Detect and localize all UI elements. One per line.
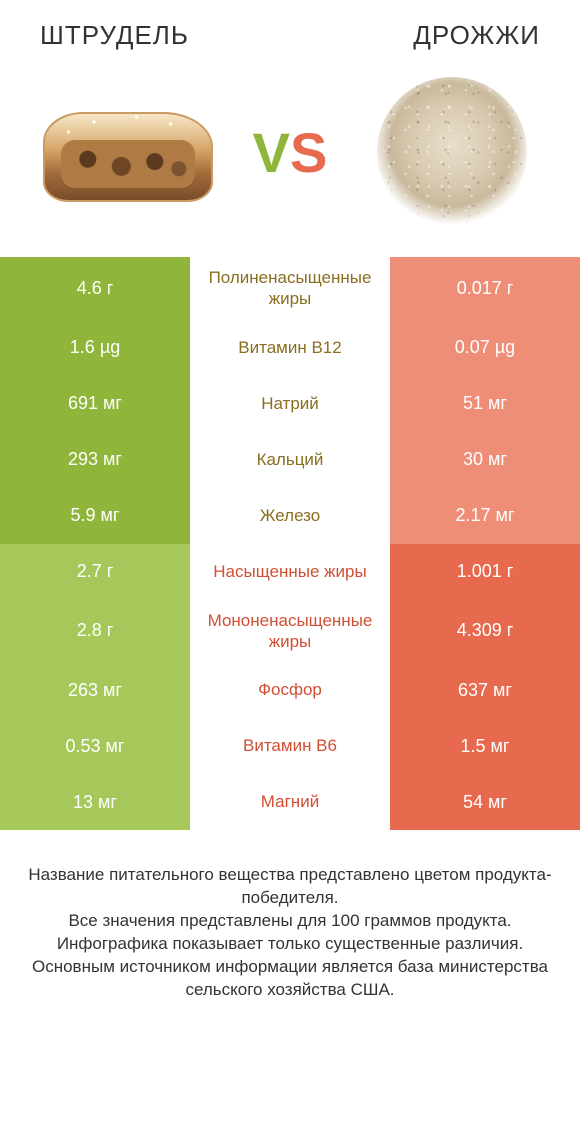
value-right: 637 мг: [390, 662, 580, 718]
value-right: 54 мг: [390, 774, 580, 830]
value-left: 13 мг: [0, 774, 190, 830]
nutrient-label: Натрий: [190, 376, 390, 432]
images-row: VS: [0, 67, 580, 257]
value-left: 4.6 г: [0, 257, 190, 320]
value-right: 0.017 г: [390, 257, 580, 320]
value-right: 30 мг: [390, 432, 580, 488]
value-left: 2.7 г: [0, 544, 190, 600]
nutrient-label: Полиненасыщенные жиры: [190, 257, 390, 320]
value-right: 2.17 мг: [390, 488, 580, 544]
table-row: 263 мгФосфор637 мг: [0, 662, 580, 718]
value-left: 263 мг: [0, 662, 190, 718]
value-left: 2.8 г: [0, 600, 190, 663]
value-left: 293 мг: [0, 432, 190, 488]
vs-v: V: [253, 121, 290, 184]
value-right: 1.001 г: [390, 544, 580, 600]
footer-note: Название питательного вещества представл…: [0, 830, 580, 1002]
nutrient-label: Железо: [190, 488, 390, 544]
table-row: 4.6 гПолиненасыщенные жиры0.017 г: [0, 257, 580, 320]
nutrient-label: Витамин B6: [190, 718, 390, 774]
table-row: 2.8 гМононенасыщенные жиры4.309 г: [0, 600, 580, 663]
yeast-image: [362, 72, 542, 232]
nutrient-label: Насыщенные жиры: [190, 544, 390, 600]
footer-line: Все значения представлены для 100 граммо…: [26, 910, 554, 933]
footer-line: Инфографика показывает только существенн…: [26, 933, 554, 956]
value-right: 51 мг: [390, 376, 580, 432]
table-row: 5.9 мгЖелезо2.17 мг: [0, 488, 580, 544]
table-row: 2.7 гНасыщенные жиры1.001 г: [0, 544, 580, 600]
value-right: 0.07 µg: [390, 320, 580, 376]
comparison-table: 4.6 гПолиненасыщенные жиры0.017 г1.6 µgВ…: [0, 257, 580, 830]
vs-label: VS: [253, 120, 328, 185]
title-left: ШТРУДЕЛЬ: [40, 20, 189, 51]
table-row: 1.6 µgВитамин B120.07 µg: [0, 320, 580, 376]
nutrient-label: Витамин B12: [190, 320, 390, 376]
strudel-image: [38, 72, 218, 232]
value-left: 5.9 мг: [0, 488, 190, 544]
title-right: ДРОЖЖИ: [413, 20, 540, 51]
table-row: 691 мгНатрий51 мг: [0, 376, 580, 432]
table-row: 13 мгМагний54 мг: [0, 774, 580, 830]
nutrient-label: Фосфор: [190, 662, 390, 718]
value-right: 1.5 мг: [390, 718, 580, 774]
nutrient-label: Магний: [190, 774, 390, 830]
value-left: 0.53 мг: [0, 718, 190, 774]
value-right: 4.309 г: [390, 600, 580, 663]
footer-line: Основным источником информации является …: [26, 956, 554, 1002]
nutrient-label: Мононенасыщенные жиры: [190, 600, 390, 663]
nutrient-label: Кальций: [190, 432, 390, 488]
value-left: 691 мг: [0, 376, 190, 432]
table-row: 0.53 мгВитамин B61.5 мг: [0, 718, 580, 774]
header: ШТРУДЕЛЬ ДРОЖЖИ: [0, 0, 580, 67]
value-left: 1.6 µg: [0, 320, 190, 376]
table-row: 293 мгКальций30 мг: [0, 432, 580, 488]
vs-s: S: [290, 121, 327, 184]
footer-line: Название питательного вещества представл…: [26, 864, 554, 910]
